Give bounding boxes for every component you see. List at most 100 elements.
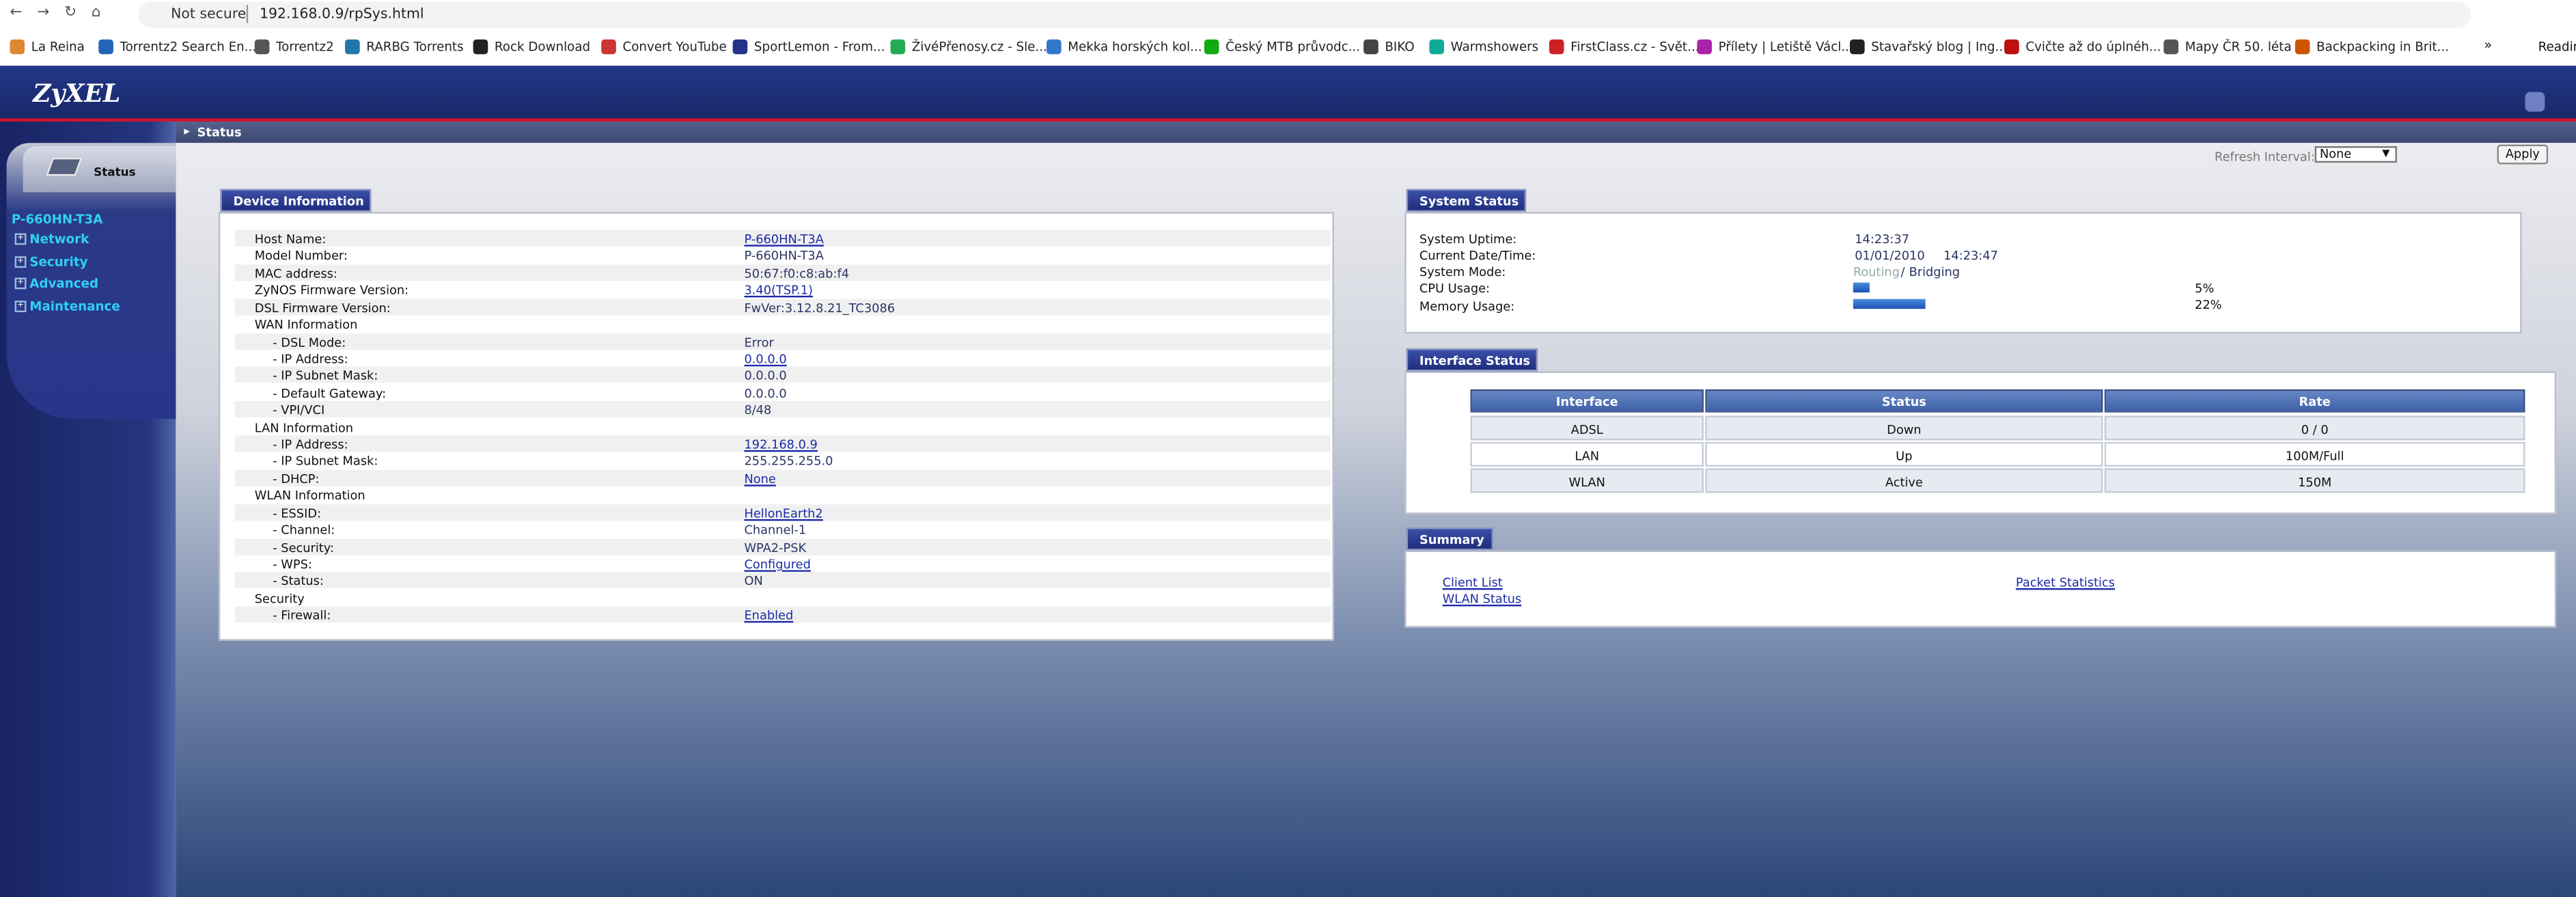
bookmark[interactable]: Torrentz2 Search En... <box>120 39 257 55</box>
page-title: Status <box>197 124 242 140</box>
bookmark-icon <box>1697 39 1712 55</box>
device-name: P-660HN-T3A <box>11 212 103 227</box>
row-link[interactable]: 192.168.0.9 <box>744 437 818 452</box>
status-label: Memory Usage: <box>1419 299 1515 314</box>
security-label[interactable]: Not secure <box>171 6 247 23</box>
row-label: ZyNOS Firmware Version: <box>254 283 409 298</box>
bookmark[interactable]: Přílety | Letiště Václ... <box>1718 39 1853 55</box>
panel-tab: Device Information <box>220 189 372 212</box>
summary-link[interactable]: Client List <box>1442 575 1503 590</box>
row-value: P-660HN-T3A <box>744 249 824 264</box>
row-value: Channel-1 <box>744 523 807 538</box>
table-cell: 100M/Full <box>2104 441 2525 467</box>
row-label: - Status: <box>273 574 324 589</box>
status-label: System Mode: <box>1419 264 1506 279</box>
bookmark[interactable]: Convert YouTube <box>622 39 727 55</box>
row-bg <box>234 538 1331 555</box>
header-line <box>0 118 2576 122</box>
row-link[interactable]: 0.0.0.0 <box>744 351 787 367</box>
row-label: WAN Information <box>254 317 358 333</box>
row-value: FwVer:3.12.8.21_TC3086 <box>744 300 896 315</box>
menu-item[interactable]: Advanced <box>29 276 99 292</box>
select-arrow: ▼ <box>2382 148 2390 160</box>
row-link[interactable]: Configured <box>744 557 811 572</box>
refresh-select[interactable]: None <box>2314 146 2397 163</box>
title-arrow: ▸ <box>184 124 190 139</box>
row-label: - Channel: <box>273 523 335 538</box>
bookmark-icon <box>473 39 488 55</box>
row-bg <box>234 367 1331 384</box>
menu-item[interactable]: Network <box>29 232 89 247</box>
row-bg <box>234 503 1331 521</box>
refresh-label: Refresh Interval: <box>2214 149 2315 165</box>
bookmark[interactable]: SportLemon - From... <box>753 39 885 55</box>
panel-tab: Summary <box>1406 527 1494 551</box>
menu-plus[interactable]: + <box>14 278 27 290</box>
menu-item[interactable]: Maintenance <box>29 299 120 314</box>
status-value: 14:23:47 <box>1943 248 1998 263</box>
reading-list[interactable]: Readin <box>2538 39 2576 55</box>
menu-plus[interactable]: + <box>14 233 27 245</box>
bookmark-icon <box>2163 39 2178 55</box>
summary-link[interactable]: Packet Statistics <box>2015 575 2115 590</box>
bookmark[interactable]: BIKO <box>1385 39 1415 55</box>
bookmark[interactable]: Český MTB průvodc... <box>1225 39 1361 55</box>
bookmark[interactable]: Backpacking in Brit... <box>2316 39 2449 55</box>
row-label: - VPI/VCI <box>273 402 325 418</box>
bookmark-icon <box>1363 39 1379 55</box>
bookmark-icon <box>1849 39 1865 55</box>
status-value: 14:23:37 <box>1855 232 1910 247</box>
panel-tab: Interface Status <box>1406 348 1538 372</box>
status-value: / <box>1900 264 1905 279</box>
row-label: WLAN Information <box>254 488 365 503</box>
bookmark[interactable]: Cvičte až do úplnéh... <box>2025 39 2161 55</box>
menu-item[interactable]: Security <box>29 254 88 269</box>
nav-icons: ←→↻⌂ <box>10 5 116 22</box>
title-bar <box>176 121 2576 143</box>
url[interactable]: 192.168.0.9/rpSys.html <box>259 6 424 23</box>
table-header: Status <box>1705 389 2103 413</box>
row-value: WPA2-PSK <box>744 540 807 555</box>
bookmark[interactable]: Rock Download <box>494 39 591 55</box>
panel-tab: System Status <box>1406 189 1527 212</box>
bookmark-overflow[interactable]: » <box>2484 38 2493 53</box>
panel <box>1404 550 2557 628</box>
bookmark[interactable]: RARBG Torrents <box>366 39 464 55</box>
summary-link[interactable]: WLAN Status <box>1442 591 1522 607</box>
row-label: - DHCP: <box>273 471 320 486</box>
bookmark[interactable]: FirstClass.cz - Svět... <box>1570 39 1700 55</box>
table-cell: Active <box>1705 468 2103 493</box>
bookmark[interactable]: Stavařský blog | Ing... <box>1871 39 2007 55</box>
apply-button[interactable]: Apply <box>2497 144 2549 165</box>
bookmark[interactable]: Torrentz2 <box>276 39 334 55</box>
bookmark-icon <box>890 39 906 55</box>
bookmark[interactable]: Mekka horských kol... <box>1068 39 1202 55</box>
url-sep <box>246 5 249 23</box>
row-label: MAC address: <box>254 266 337 281</box>
table-cell: WLAN <box>1470 468 1704 493</box>
address-bar[interactable] <box>138 1 2471 28</box>
panel <box>218 212 1334 641</box>
bookmark[interactable]: La Reina <box>31 39 85 55</box>
menu-plus[interactable]: + <box>14 301 27 313</box>
bookmark[interactable]: ŽivéPřenosy.cz - Sle... <box>911 39 1047 55</box>
row-value: 0.0.0.0 <box>744 368 787 384</box>
row-link[interactable]: Enabled <box>744 608 794 624</box>
sidebar-tab-label[interactable]: Status <box>94 165 136 180</box>
menu-plus[interactable]: + <box>14 256 27 268</box>
row-link[interactable]: 3.40(TSP.1) <box>744 283 813 298</box>
row-link[interactable]: P-660HN-T3A <box>744 232 824 247</box>
row-link[interactable]: HellonEarth2 <box>744 506 823 521</box>
bookmark[interactable]: Warmshowers <box>1450 39 1539 55</box>
row-bg <box>234 606 1331 624</box>
row-link[interactable]: None <box>744 471 776 486</box>
table-header: Rate <box>2104 389 2525 413</box>
help-icon[interactable] <box>2525 92 2545 112</box>
bookmark-icon <box>254 39 270 55</box>
bookmark-icon <box>2295 39 2310 55</box>
table-cell: 150M <box>2104 468 2525 493</box>
row-label: - Security: <box>273 540 334 555</box>
bookmark[interactable]: Mapy ČR 50. léta <box>2185 39 2292 55</box>
